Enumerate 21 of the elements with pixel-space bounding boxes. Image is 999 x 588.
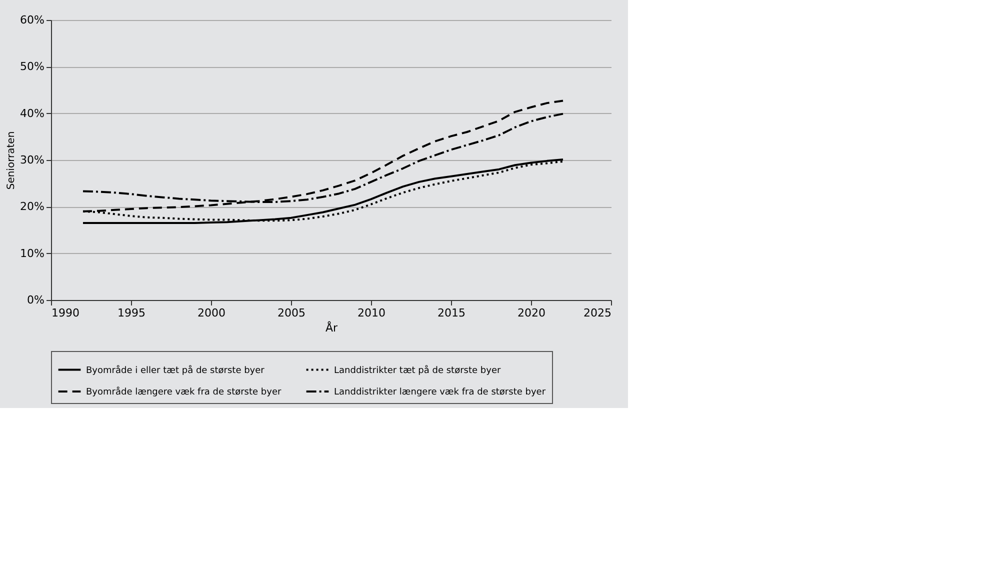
y-tick-label: 60% <box>20 14 44 26</box>
x-axis-title: År <box>325 320 338 334</box>
y-tick-label: 10% <box>20 246 44 260</box>
y-tick-label: 30% <box>20 154 44 166</box>
x-tick-label: 1990 <box>52 306 80 320</box>
y-tick-label: 50% <box>20 60 44 74</box>
x-tick-label: 2005 <box>278 306 306 320</box>
x-tick-label: 2020 <box>518 306 546 320</box>
y-axis-title: Seniorraten <box>6 131 18 190</box>
y-tick-label: 20% <box>20 200 44 214</box>
y-tick-label: 0% <box>27 294 44 306</box>
x-tick-label: 2015 <box>438 306 466 320</box>
legend-label: Byområde længere væk fra de største byer <box>86 386 282 398</box>
legend-label: Landdistrikter længere væk fra de største byer <box>334 388 546 398</box>
legend-label: Byområde i eller tæt på de største byer <box>86 364 265 376</box>
x-tick-label: 2010 <box>358 306 386 320</box>
legend-label: Landdistrikter tæt på de største byer <box>334 364 501 376</box>
x-tick-label: 2000 <box>198 306 226 320</box>
y-tick-label: 40% <box>20 106 44 120</box>
x-tick-label: 2025 <box>584 306 612 320</box>
x-tick-label: 1995 <box>118 306 146 320</box>
